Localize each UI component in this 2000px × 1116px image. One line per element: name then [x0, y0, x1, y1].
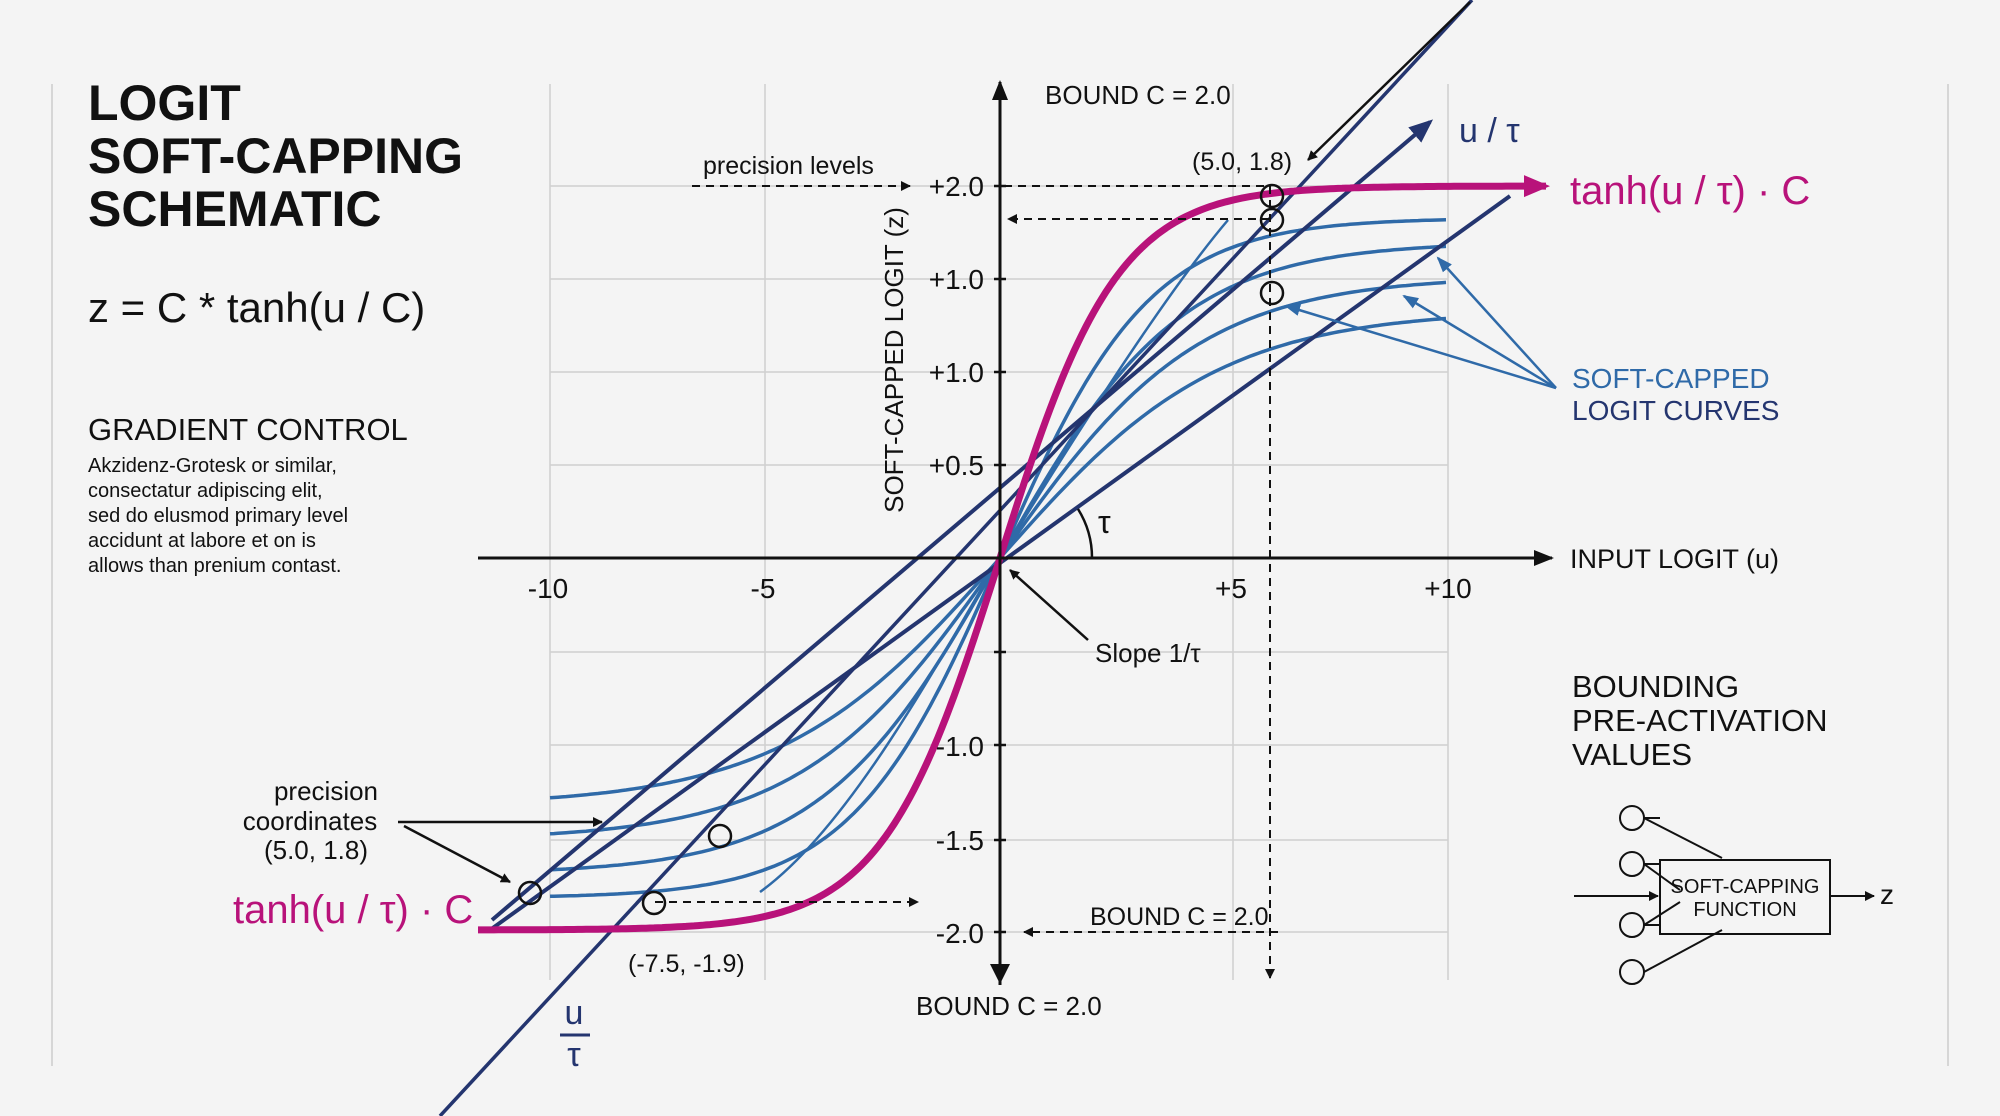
slope-label: Slope 1/τ: [1095, 638, 1201, 668]
tanh-cap-curve: [478, 175, 1550, 934]
marker-upper-3: [1259, 280, 1285, 306]
precision-levels-label: precision levels: [703, 152, 874, 180]
formula: z = C * tanh(u / C): [88, 284, 425, 331]
soft-capping-diagram: [1574, 805, 1875, 985]
u-tau-fraction-denominator: τ: [567, 1036, 581, 1074]
slope-arrow: [1009, 569, 1089, 641]
y-tick-label: -1.5: [936, 825, 984, 856]
title-line: SOFT-CAPPING: [88, 128, 463, 184]
marker-upper-1: [1259, 183, 1285, 209]
marker-lower-2: [641, 890, 667, 916]
precision-coords-line: (5.0, 1.8): [264, 835, 368, 865]
bounding-line: VALUES: [1572, 737, 1692, 772]
dashed-guides: [655, 181, 1278, 979]
precision-coords-line: coordinates: [243, 806, 377, 836]
gradient-body-line: allows than prenium contast.: [88, 555, 341, 577]
y-axis-title: SOFT-CAPPED LOGIT (z): [879, 207, 909, 513]
pointer-1: [1436, 256, 1557, 389]
bound-top-label: BOUND C = 2.0: [1045, 80, 1231, 110]
precision-coords-arrow-2: [403, 824, 511, 884]
soft-capped-label-line: LOGIT CURVES: [1572, 395, 1779, 426]
point-lower-label: (-7.5, -1.9): [628, 950, 745, 978]
y-tick-label: -2.0: [936, 918, 984, 949]
x-tick-label: -5: [751, 573, 776, 604]
marker-upper-2: [1259, 207, 1285, 233]
gradient-body-line: consectatur adipiscing elit,: [88, 480, 323, 502]
tanh-right-label: tanh(u / τ) · C: [1570, 169, 1810, 213]
function-box-line: FUNCTION: [1693, 899, 1796, 921]
y-tick-label: +0.5: [929, 450, 984, 481]
input-node: [1619, 805, 1645, 831]
tau-angle-arc: [1076, 508, 1094, 559]
x-tick-label: +10: [1424, 573, 1472, 604]
marker-lower-1: [707, 823, 733, 849]
title-line: LOGIT: [88, 75, 241, 131]
input-node: [1619, 959, 1645, 985]
x-tick-label: +5: [1215, 573, 1247, 604]
point-upper-label: (5.0, 1.8): [1192, 148, 1292, 176]
y-tick-label: +1.0: [929, 357, 984, 388]
y-axis-bottom-arrow: [990, 964, 1010, 984]
tau-angle-label: τ: [1098, 504, 1111, 540]
x-tick-label: -10: [528, 573, 568, 604]
x-axis-title: INPUT LOGIT (u): [1570, 544, 1779, 574]
bound-mid-label: BOUND C = 2.0: [1090, 903, 1269, 931]
point-markers: [517, 183, 1285, 916]
u-tau-label: u / τ: [1459, 112, 1520, 150]
title-line: SCHEMATIC: [88, 181, 382, 237]
gradient-body-line: sed do elusmod primary level: [88, 505, 348, 527]
input-node: [1619, 912, 1645, 938]
bound-bottom-label: BOUND C = 2.0: [916, 991, 1102, 1021]
output-z-label: z: [1880, 879, 1894, 910]
pointer-3: [1284, 304, 1557, 390]
u-tau-fraction-numerator: u: [565, 994, 584, 1032]
y-tick-label: +1.0: [929, 264, 984, 295]
y-ticks: [994, 184, 1006, 934]
gradient-body-line: Akzidenz-Grotesk or similar,: [88, 455, 337, 477]
node-connector: [1643, 817, 1723, 859]
point-upper-arrow: [1307, 1, 1471, 161]
u-over-tau-line: [490, 119, 1434, 922]
soft-capped-label-line: SOFT-CAPPED: [1572, 363, 1770, 394]
tanh-left-label: tanh(u / τ) · C: [233, 888, 473, 932]
gradient-heading: GRADIENT CONTROL: [88, 412, 408, 447]
node-connector: [1643, 929, 1723, 973]
marker-lower-3: [517, 880, 543, 906]
y-tick-label: -1.0: [936, 731, 984, 762]
input-node: [1619, 851, 1645, 877]
bounding-line: BOUNDING: [1572, 669, 1739, 704]
soft-capped-pointers: [1284, 256, 1557, 390]
function-box-line: SOFT-CAPPING: [1671, 876, 1820, 898]
precision-coords-line: precision: [274, 776, 378, 806]
node-connector: [1643, 901, 1681, 926]
gradient-body-line: accidunt at labore et on is: [88, 530, 316, 552]
pointer-2: [1402, 294, 1557, 390]
y-tick-label: +2.0: [929, 171, 984, 202]
node-connector: [1643, 863, 1681, 891]
bounding-line: PRE-ACTIVATION: [1572, 703, 1827, 738]
